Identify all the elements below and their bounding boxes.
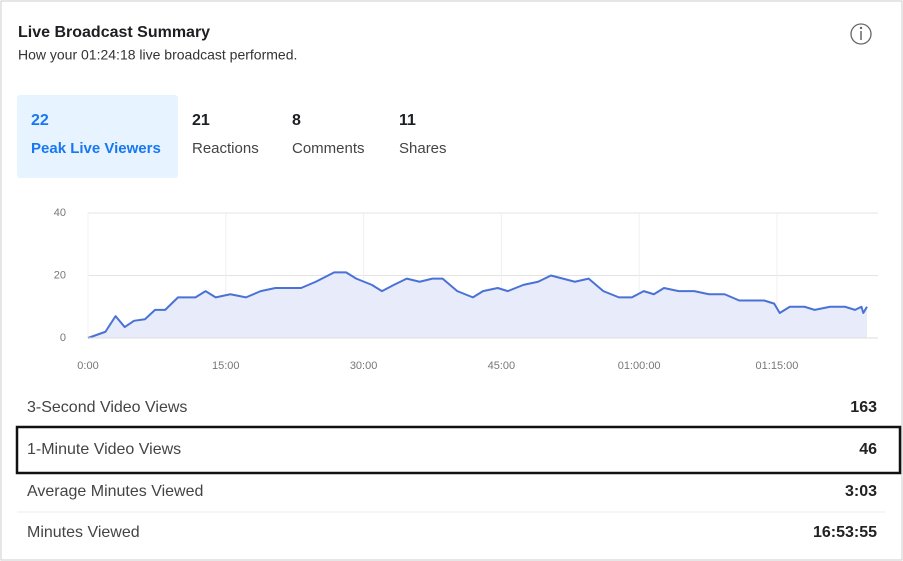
y-tick-label: 40 [54,207,66,219]
tab-label: Peak Live Viewers [31,140,161,157]
metric-value: 16:53:55 [813,524,877,541]
y-tick-label: 0 [60,332,66,344]
x-tick-label: 0:00 [77,360,98,372]
metric-value: 46 [859,441,877,458]
y-tick-label: 20 [54,269,66,281]
tab[interactable] [17,95,178,178]
card-border [1,1,902,560]
card-subtitle: How your 01:24:18 live broadcast perform… [18,47,297,63]
tab-label: Reactions [192,140,259,157]
card-title: Live Broadcast Summary [18,24,210,41]
tab-value: 22 [31,112,49,129]
tab-value: 21 [192,112,210,129]
tab-label: Shares [399,140,447,157]
tab-value: 8 [292,112,301,129]
metric-value: 3:03 [845,483,877,500]
tab[interactable] [278,95,385,178]
x-tick-label: 01:00:00 [618,360,661,372]
metric-label: 1-Minute Video Views [27,441,181,458]
metric-label: Minutes Viewed [27,524,140,541]
tab[interactable] [385,95,465,178]
broadcast-summary-card: Live Broadcast Summary How your 01:24:18… [0,0,903,561]
tab-label: Comments [292,140,365,157]
metric-value: 163 [850,399,877,416]
x-tick-label: 45:00 [488,360,516,372]
tab-value: 11 [399,112,416,129]
metric-label: Average Minutes Viewed [27,483,203,500]
metric-label: 3-Second Video Views [27,399,187,416]
x-tick-label: 15:00 [212,360,240,372]
x-tick-label: 30:00 [350,360,378,372]
tab[interactable] [178,95,278,178]
x-tick-label: 01:15:00 [756,360,799,372]
